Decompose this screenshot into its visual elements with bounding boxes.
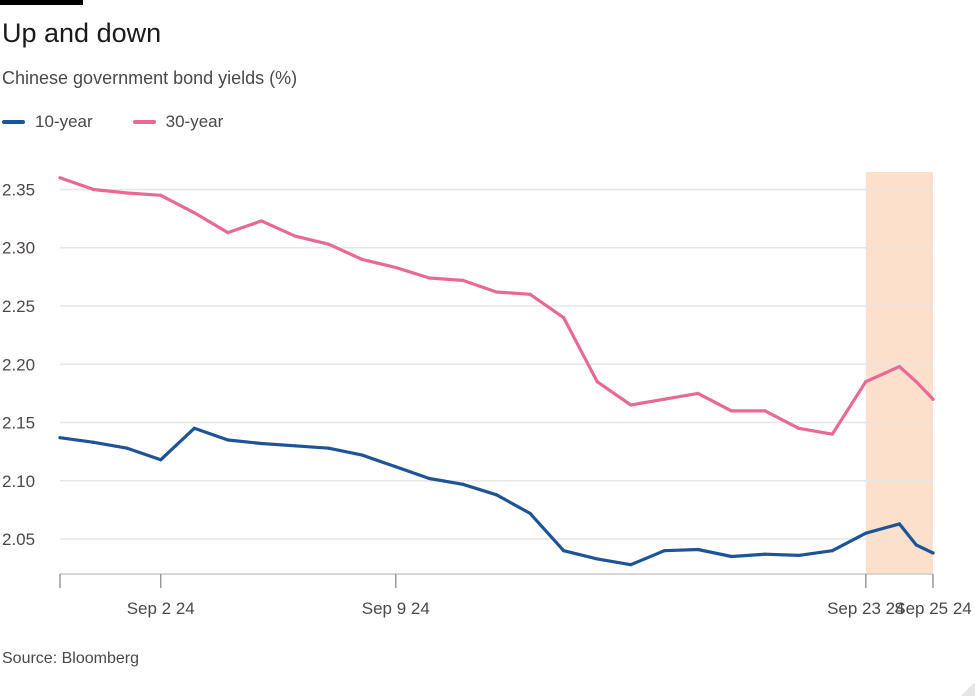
series-line-30-year bbox=[58, 176, 935, 436]
data-point-30-year bbox=[125, 191, 129, 195]
data-point-10-year bbox=[293, 444, 297, 448]
data-point-30-year bbox=[595, 380, 599, 384]
data-point-30-year bbox=[897, 364, 902, 369]
data-point-10-year bbox=[226, 438, 230, 442]
x-tick-label: Sep 2 24 bbox=[127, 599, 195, 618]
data-point-10-year bbox=[394, 465, 398, 469]
data-point-30-year bbox=[461, 278, 465, 282]
y-tick-label: 2.05 bbox=[2, 530, 35, 549]
y-tick-label: 2.25 bbox=[2, 297, 35, 316]
line-chart: 2.05 2.10 2.15 2.20 2.25 2.30 2.35 Sep 2 24 Sep … bbox=[2, 172, 972, 618]
data-point-30-year bbox=[159, 193, 163, 197]
data-point-10-year bbox=[763, 552, 767, 556]
data-point-10-year bbox=[360, 453, 364, 457]
data-point-10-year bbox=[830, 549, 834, 553]
chart-legend: 10-year 30-year bbox=[2, 112, 263, 132]
data-point-10-year bbox=[58, 436, 62, 440]
data-point-30-year bbox=[696, 391, 700, 395]
data-point-30-year bbox=[931, 397, 935, 401]
y-tick-label: 2.35 bbox=[2, 180, 35, 199]
chart-title: Up and down bbox=[2, 18, 162, 48]
data-point-30-year bbox=[394, 265, 398, 270]
highlight-band bbox=[865, 172, 933, 574]
data-point-10-year bbox=[427, 476, 431, 481]
data-point-10-year bbox=[327, 446, 331, 450]
data-point-30-year bbox=[830, 432, 834, 436]
data-point-10-year bbox=[562, 549, 566, 553]
data-point-30-year bbox=[797, 426, 801, 430]
data-point-30-year bbox=[360, 257, 364, 261]
data-point-30-year bbox=[293, 234, 297, 238]
source-note: Source: Bloomberg bbox=[2, 650, 139, 667]
brand-top-bar bbox=[0, 0, 83, 5]
y-tick-label: 2.15 bbox=[2, 414, 35, 433]
data-point-10-year bbox=[696, 547, 700, 552]
data-point-10-year bbox=[729, 554, 734, 559]
corner-fold-mark bbox=[961, 682, 975, 696]
data-point-10-year bbox=[662, 549, 666, 553]
data-point-30-year bbox=[91, 187, 96, 192]
legend-label-10-year: 10-year bbox=[35, 112, 93, 131]
data-point-10-year bbox=[914, 543, 918, 547]
legend-label-30-year: 30-year bbox=[165, 112, 224, 131]
data-point-30-year bbox=[662, 397, 666, 401]
data-point-30-year bbox=[327, 242, 331, 246]
data-point-30-year bbox=[259, 219, 264, 223]
y-tick-label: 2.10 bbox=[2, 472, 35, 491]
data-point-30-year bbox=[58, 176, 62, 180]
y-tick-label: 2.30 bbox=[2, 239, 35, 258]
chart-subtitle: Chinese government bond yields (%) bbox=[2, 68, 298, 88]
data-point-30-year bbox=[914, 380, 918, 384]
data-point-10-year bbox=[797, 553, 801, 557]
data-point-10-year bbox=[192, 426, 196, 430]
data-point-30-year bbox=[528, 292, 532, 296]
data-point-10-year bbox=[159, 458, 163, 462]
data-point-30-year bbox=[226, 230, 230, 235]
data-point-30-year bbox=[763, 409, 767, 413]
legend-swatch-10-year bbox=[2, 120, 25, 124]
data-point-30-year bbox=[864, 380, 868, 384]
data-point-10-year bbox=[897, 522, 902, 526]
data-point-30-year bbox=[629, 403, 633, 407]
data-point-10-year bbox=[629, 563, 633, 567]
data-point-30-year bbox=[729, 409, 734, 413]
data-point-30-year bbox=[562, 316, 566, 320]
legend-item-10-year: 10-year bbox=[2, 112, 93, 132]
data-point-10-year bbox=[528, 511, 532, 516]
data-point-10-year bbox=[494, 493, 499, 497]
data-point-10-year bbox=[931, 551, 935, 555]
legend-swatch-30-year bbox=[132, 120, 156, 124]
data-point-30-year bbox=[427, 276, 431, 280]
x-tick-label: Sep 23 24 bbox=[827, 599, 905, 618]
data-point-10-year bbox=[461, 482, 465, 486]
series-line-10-year bbox=[58, 426, 935, 567]
x-tick-label: Sep 25 24 bbox=[894, 599, 972, 618]
legend-item-30-year: 30-year bbox=[132, 112, 224, 132]
data-point-30-year bbox=[192, 211, 196, 215]
data-point-30-year bbox=[494, 290, 499, 294]
data-point-10-year bbox=[91, 440, 96, 444]
y-tick-label: 2.20 bbox=[2, 355, 35, 374]
data-point-10-year bbox=[864, 531, 868, 535]
data-point-10-year bbox=[259, 441, 264, 446]
data-point-10-year bbox=[595, 557, 599, 561]
x-tick-label: Sep 9 24 bbox=[362, 599, 430, 618]
data-point-10-year bbox=[125, 446, 129, 450]
